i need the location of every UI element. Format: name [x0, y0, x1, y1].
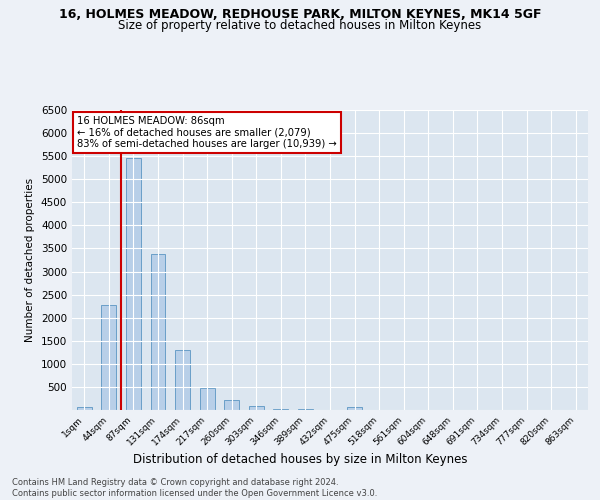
Bar	[175, 350, 190, 410]
Bar	[347, 407, 362, 410]
Bar	[151, 254, 166, 410]
Text: Size of property relative to detached houses in Milton Keynes: Size of property relative to detached ho…	[118, 18, 482, 32]
Text: Distribution of detached houses by size in Milton Keynes: Distribution of detached houses by size …	[133, 452, 467, 466]
Text: 16, HOLMES MEADOW, REDHOUSE PARK, MILTON KEYNES, MK14 5GF: 16, HOLMES MEADOW, REDHOUSE PARK, MILTON…	[59, 8, 541, 20]
Text: 16 HOLMES MEADOW: 86sqm
← 16% of detached houses are smaller (2,079)
83% of semi: 16 HOLMES MEADOW: 86sqm ← 16% of detache…	[77, 116, 337, 149]
Bar	[200, 388, 215, 410]
Bar	[101, 305, 116, 410]
Bar	[224, 400, 239, 410]
Bar	[126, 158, 141, 410]
Bar	[274, 408, 288, 410]
Text: Contains HM Land Registry data © Crown copyright and database right 2024.
Contai: Contains HM Land Registry data © Crown c…	[12, 478, 377, 498]
Bar	[77, 407, 92, 410]
Y-axis label: Number of detached properties: Number of detached properties	[25, 178, 35, 342]
Bar	[249, 406, 263, 410]
